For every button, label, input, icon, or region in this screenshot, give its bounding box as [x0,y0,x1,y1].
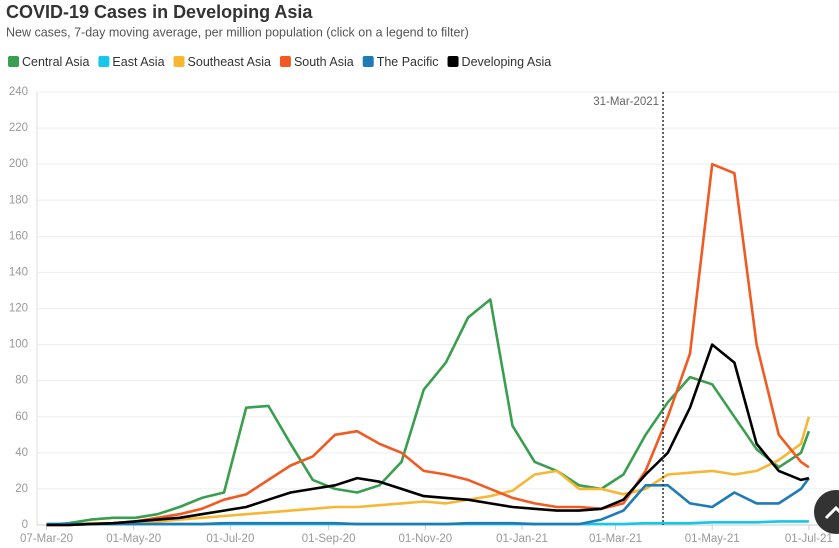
scroll-top-button[interactable] [814,490,839,534]
y-tick-label: 160 [9,230,28,242]
x-tick-label: 01-Jul-21 [785,533,833,545]
legend-label[interactable]: Central Asia [22,55,89,69]
x-tick-label: 01-May-20 [106,533,161,545]
legend-item[interactable]: Southeast Asia [173,55,271,69]
chart-subtitle: New cases, 7-day moving average, per mil… [6,25,469,39]
y-tick-label: 180 [9,194,28,206]
y-tick-label: 100 [9,339,28,351]
legend-label[interactable]: Developing Asia [462,55,552,69]
plot-area: 31-Mar-2021 [46,92,811,527]
button-icon[interactable] [824,505,839,520]
annotation-label: 31-Mar-2021 [593,96,659,108]
series-line [46,416,811,527]
series-line [46,343,810,527]
series-line [46,477,810,526]
legend: Central Asia East Asia Southeast Asia South… [8,55,551,69]
chart-title: COVID-19 Cases in Developing Asia [6,2,313,22]
legend-swatch[interactable] [98,56,110,67]
x-tick-label: 01-Mar-21 [589,533,642,545]
legend-label[interactable]: The Pacific [377,55,439,69]
y-tick-label: 60 [15,411,28,423]
legend-item[interactable]: Developing Asia [447,55,552,69]
x-tick-label: 01-Jul-20 [206,533,254,545]
legend-swatch[interactable] [279,56,291,67]
legend-label[interactable]: South Asia [294,55,354,69]
series-line [46,298,811,527]
y-tick-label: 120 [9,303,28,315]
series-line [46,162,810,527]
legend-swatch[interactable] [173,56,185,67]
x-tick-label: 01-Jan-21 [496,533,548,545]
y-tick-label: 140 [9,266,28,278]
legend-swatch[interactable] [362,56,374,67]
legend-item[interactable]: South Asia [279,55,354,69]
legend-label[interactable]: East Asia [112,55,164,69]
grid: 0 20 40 60 80 100 120 140 160 180 200 220 240 07-Mar-… [9,86,839,545]
x-tick-label: 07-Mar-20 [20,533,73,545]
legend-item[interactable]: Central Asia [8,55,89,69]
legend-label[interactable]: Southeast Asia [188,55,271,69]
legend-swatch[interactable] [447,56,459,67]
x-tick-label: 01-May-21 [685,533,740,545]
x-tick-label: 01-Sep-20 [302,533,356,545]
legend-item[interactable]: East Asia [98,55,165,69]
y-tick-label: 40 [15,447,28,459]
button-circle[interactable] [814,490,839,534]
x-tick-label: 01-Nov-20 [398,533,452,545]
legend-swatch[interactable] [8,56,19,67]
y-tick-label: 20 [15,483,28,495]
y-tick-label: 0 [22,519,28,531]
legend-item[interactable]: The Pacific [362,55,439,69]
y-tick-label: 240 [9,86,28,98]
y-tick-label: 80 [15,375,28,387]
y-tick-label: 220 [9,122,28,134]
y-tick-label: 200 [9,158,28,170]
